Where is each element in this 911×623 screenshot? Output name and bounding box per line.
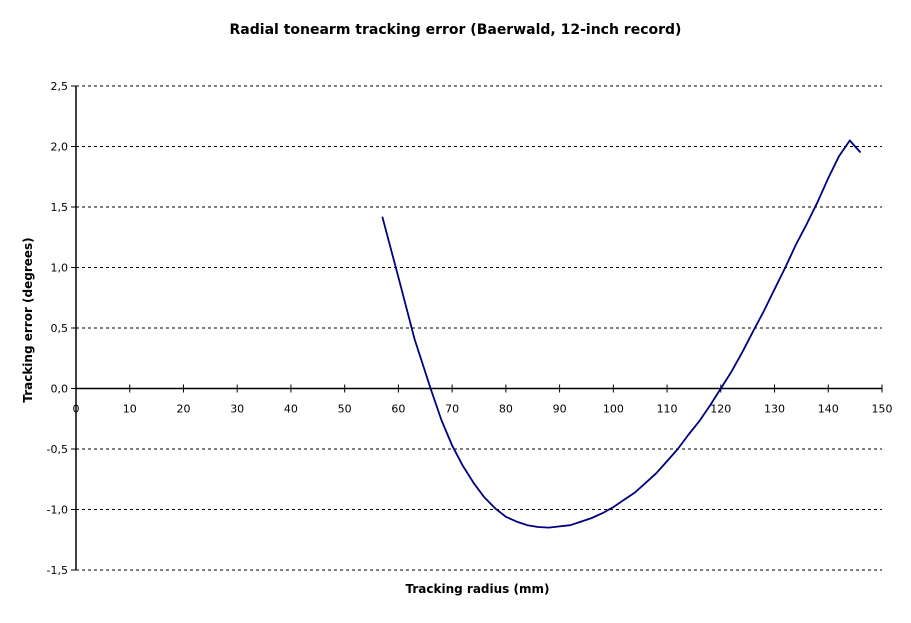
x-tick-label: 10 [123, 403, 137, 416]
x-tick-label: 150 [872, 403, 893, 416]
x-tick-label: 90 [553, 403, 567, 416]
x-tick-label: 80 [499, 403, 513, 416]
x-tick-label: 120 [710, 403, 731, 416]
chart-title: Radial tonearm tracking error (Baerwald,… [229, 22, 682, 38]
x-tick-label: 70 [445, 403, 459, 416]
y-tick-label: -0,5 [47, 443, 68, 456]
x-tick-label: 60 [391, 403, 405, 416]
x-tick-label: 20 [176, 403, 190, 416]
y-tick-label: 2,0 [51, 141, 69, 154]
x-tick-label: 100 [603, 403, 624, 416]
x-tick-label: 130 [764, 403, 785, 416]
y-tick-label: 0,0 [51, 383, 69, 396]
series-line [381, 139, 862, 529]
x-tick-label: 110 [657, 403, 678, 416]
x-tick-label: 0 [73, 403, 80, 416]
y-tick-label: -1,0 [47, 504, 68, 517]
x-axis-label: Tracking radius (mm) [405, 582, 550, 596]
y-tick-label: 1,5 [51, 201, 69, 214]
y-tick-label: -1,5 [47, 564, 68, 577]
y-tick-label: 0,5 [51, 322, 69, 335]
y-axis-label: Tracking error (degrees) [21, 237, 35, 403]
x-tick-label: 50 [338, 403, 352, 416]
x-tick-label: 40 [284, 403, 298, 416]
x-tick-label: 30 [230, 403, 244, 416]
y-tick-label: 2,5 [51, 80, 69, 93]
y-tick-label: 1,0 [51, 262, 69, 275]
x-tick-label: 140 [818, 403, 839, 416]
